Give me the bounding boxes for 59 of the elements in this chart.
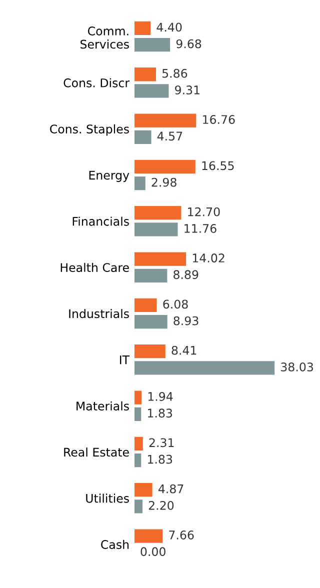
y-tick-label: Industrials — [69, 309, 129, 318]
bar — [134, 176, 146, 190]
data-label: 4.40 — [156, 22, 182, 32]
bar — [134, 21, 151, 36]
data-label: 2.31 — [149, 438, 174, 448]
bar — [134, 84, 169, 98]
data-label: 1.83 — [148, 454, 172, 464]
bar — [134, 252, 186, 266]
bar — [134, 483, 152, 497]
data-label: 7.66 — [169, 530, 194, 540]
bar — [134, 500, 143, 514]
y-tick-label: Materials — [76, 401, 129, 410]
bar — [134, 529, 163, 543]
y-tick-label: Utilities — [86, 494, 129, 503]
bar — [134, 206, 182, 220]
bar — [134, 222, 178, 236]
data-label: 2.20 — [148, 500, 174, 510]
data-label: 4.87 — [158, 484, 184, 494]
y-tick-label: IT — [120, 356, 130, 364]
bar — [134, 114, 196, 128]
bar — [134, 68, 156, 82]
data-label: 11.76 — [184, 224, 216, 233]
y-tick-label: Financials — [72, 216, 129, 226]
bar — [134, 268, 168, 282]
bar — [134, 344, 166, 358]
data-label: 4.57 — [157, 132, 182, 141]
data-label: 2.98 — [152, 178, 176, 187]
y-tick-label: Cons. Discr — [64, 78, 130, 88]
data-label: 1.83 — [148, 408, 172, 418]
y-tick-label: Energy — [89, 170, 130, 182]
data-label: 16.55 — [202, 161, 234, 170]
bar — [134, 38, 170, 52]
data-label: 9.31 — [175, 85, 200, 94]
data-label: 38.03 — [281, 362, 313, 372]
data-label: 8.93 — [174, 316, 198, 326]
data-label: 8.41 — [172, 346, 196, 355]
bar — [134, 298, 157, 312]
data-label: 1.94 — [148, 392, 173, 401]
data-label: 16.76 — [203, 115, 235, 124]
data-label: 6.08 — [163, 300, 188, 309]
data-label: 14.02 — [192, 254, 224, 262]
y-tick-label: Health Care — [60, 262, 129, 272]
bar — [134, 436, 143, 451]
bar — [134, 390, 142, 404]
data-label: 9.68 — [176, 39, 202, 48]
data-label: 12.70 — [188, 207, 220, 216]
data-label: 8.89 — [174, 270, 198, 280]
bar — [134, 160, 196, 174]
bar — [134, 454, 142, 468]
y-tick-label: Cash — [101, 540, 129, 549]
bar — [134, 407, 142, 421]
bar — [134, 130, 152, 144]
data-label: 0.00 — [140, 547, 166, 556]
data-label: 5.86 — [162, 68, 188, 78]
bar — [134, 315, 168, 329]
bar — [134, 361, 275, 375]
y-tick-label: Cons. Staples — [50, 124, 129, 136]
y-tick-label: Comm. Services — [80, 26, 129, 49]
y-tick-label: Real Estate — [64, 448, 129, 457]
